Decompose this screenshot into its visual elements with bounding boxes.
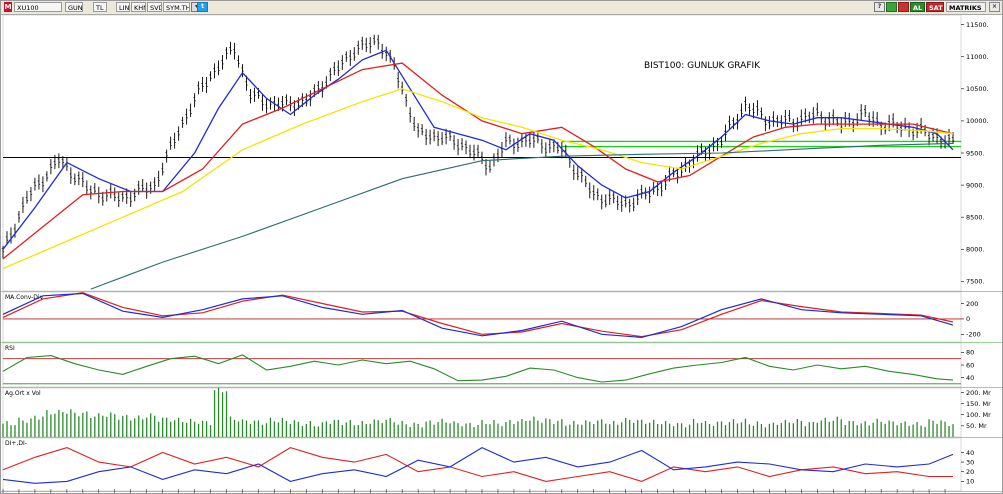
toolbar-button-symthp[interactable]: SYM.THP [163,2,190,12]
macd-tick-label: 0 [966,315,970,323]
macd-tick-label: 200 [966,300,978,308]
volume-tick-label: 150. Mr [966,400,991,408]
macd-line [2,292,954,339]
rsi-tick-label: 40 [966,374,974,382]
price-tick-label: 11000. [966,53,989,61]
macd-panel-title: MA.Conv-Div [5,294,44,301]
dmi-tick-label: 30 [966,458,974,466]
price-tick-label: 9500. [966,149,985,157]
rsi-panel-title: RSI [5,345,15,352]
volume-tick-label: 200. Mr [966,389,991,397]
dmi-tick-label: 10 [966,478,974,486]
price-tick-label: 11500. [966,21,989,29]
chart-canvas: 7500. 8000. 8500. 9000. 9500. 10000. 10500. 110… [1,15,1002,493]
green-button-icon[interactable] [886,2,897,12]
signal-line [2,292,954,338]
dmi-tick-label: 40 [966,449,974,457]
volume-tick-label: 100. Mr [966,411,991,419]
red-button-icon[interactable] [898,2,909,12]
twitter-icon[interactable]: t [197,2,208,12]
dmi-panel-title: DI+,DI- [5,440,27,447]
volume-panel-title: Ag.Ort x Vol [5,390,41,397]
macd-tick-label: -200 [966,331,981,339]
volume-tick-label: 50. Mr [966,422,987,430]
price-tick-label: 7500. [966,278,985,286]
ma-long-line [2,88,954,270]
price-tick-label: 9000. [966,181,985,189]
toolbar-button-svd[interactable]: SVD [147,2,162,12]
al-button[interactable]: AL [910,2,925,12]
sat-button[interactable]: SAT [926,2,944,12]
rsi-tick-label: 80 [966,349,974,357]
ma-very-long-line [90,142,954,290]
ma-medium-line [2,62,954,260]
toolbar-button-lin[interactable]: LIN [116,2,130,12]
di-plus-line [2,447,953,482]
brand-label: MATRIKS [946,2,986,12]
panel-frame-dmi [2,437,962,492]
rsi-tick-label: 60 [966,361,974,369]
logo-icon[interactable]: M [4,2,12,12]
currency-button[interactable]: TL [93,2,107,12]
dmi-tick-label: 20 [966,468,974,476]
chart-title: BIST100: GUNLUK GRAFIK [644,61,761,71]
help-icon[interactable]: ? [874,2,885,12]
toolbar: M XU100 GUN TL LIN KHN SVD SYM.THP ▾ t ?… [1,1,1002,15]
toolbar-button-khn[interactable]: KHN [131,2,146,12]
price-tick-label: 10000. [966,117,989,125]
ma-short-line [2,49,954,250]
price-tick-label: 8000. [966,246,985,254]
price-tick-label: 10500. [966,85,989,93]
rsi-line [2,354,954,383]
symbol-field[interactable]: XU100 [14,2,62,12]
period-button[interactable]: GUN [65,2,83,12]
di-minus-line [2,446,954,484]
price-tick-label: 8500. [966,213,985,221]
window-close-icon[interactable]: × [989,2,1000,12]
